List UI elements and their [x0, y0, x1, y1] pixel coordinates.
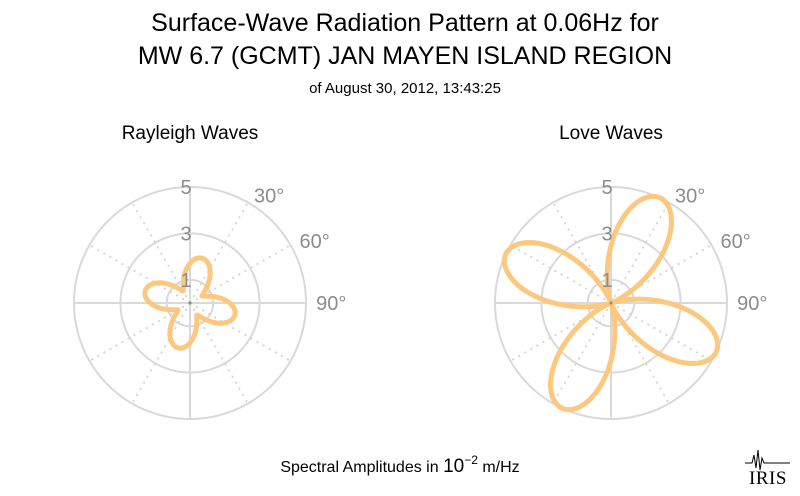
radial-tick-label-3: 3 — [601, 223, 612, 245]
rayleigh-panel: 1 3 5 30° 60° 90° Rayleigh Waves — [73, 123, 346, 420]
grid-spoke-60 — [610, 244, 712, 304]
grid-spoke-60 — [189, 244, 291, 304]
angle-tick-label-30: 30° — [254, 186, 284, 208]
units-base: 10 — [443, 456, 464, 477]
grid-spoke-330 — [552, 202, 612, 304]
units-prefix: Spectral Amplitudes in — [280, 459, 443, 476]
grid-spoke-330 — [131, 202, 191, 304]
grid-spoke-300 — [89, 244, 191, 304]
radial-tick-label-5: 5 — [601, 177, 612, 199]
units-suffix: m/Hz — [478, 459, 520, 476]
grid-circle-1 — [165, 278, 215, 328]
center-dot — [188, 301, 192, 305]
grid-circle-5 — [494, 186, 728, 420]
love-panel: 1 3 5 30° 60° 90° Love Waves — [494, 123, 767, 420]
amplitude-units-label: Spectral Amplitudes in 10−2 m/Hz — [280, 453, 519, 477]
figure-title-line2: MW 6.7 (GCMT) JAN MAYEN ISLAND REGION — [138, 42, 672, 70]
grid-spoke-240 — [510, 302, 612, 362]
center-dot — [609, 301, 613, 305]
grid-spoke-30 — [610, 202, 670, 304]
grid-circle-3 — [119, 232, 261, 374]
radiation-pattern-curve — [142, 255, 238, 351]
angle-tick-label-30: 30° — [675, 186, 705, 208]
rayleigh-panel-title: Rayleigh Waves — [122, 123, 259, 144]
grid-spoke-120 — [189, 302, 291, 362]
grid-spoke-120 — [610, 302, 712, 362]
love-panel-title: Love Waves — [559, 123, 663, 144]
iris-seismogram-icon — [745, 449, 790, 471]
iris-logo: IRIS — [745, 449, 790, 489]
grid-circle-3 — [540, 232, 682, 374]
figure-title-line1: Surface-Wave Radiation Pattern at 0.06Hz… — [151, 9, 659, 37]
grid-spoke-300 — [510, 244, 612, 304]
radial-tick-label-1: 1 — [601, 270, 612, 292]
radiation-pattern-curve — [501, 193, 721, 413]
radial-tick-label-3: 3 — [180, 223, 191, 245]
grid-circle-5 — [73, 186, 307, 420]
figure-title-line3: of August 30, 2012, 13:43:25 — [309, 80, 501, 97]
grid-spoke-240 — [89, 302, 191, 362]
grid-circle-1 — [586, 278, 636, 328]
units-exponent: −2 — [464, 453, 478, 467]
angle-tick-label-90: 90° — [316, 293, 346, 315]
radial-tick-label-1: 1 — [180, 270, 191, 292]
angle-tick-label-60: 60° — [299, 231, 329, 253]
radial-tick-label-5: 5 — [180, 177, 191, 199]
grid-spoke-30 — [189, 202, 249, 304]
angle-tick-label-90: 90° — [737, 293, 767, 315]
angle-tick-label-60: 60° — [720, 231, 750, 253]
iris-logo-text: IRIS — [749, 468, 787, 489]
